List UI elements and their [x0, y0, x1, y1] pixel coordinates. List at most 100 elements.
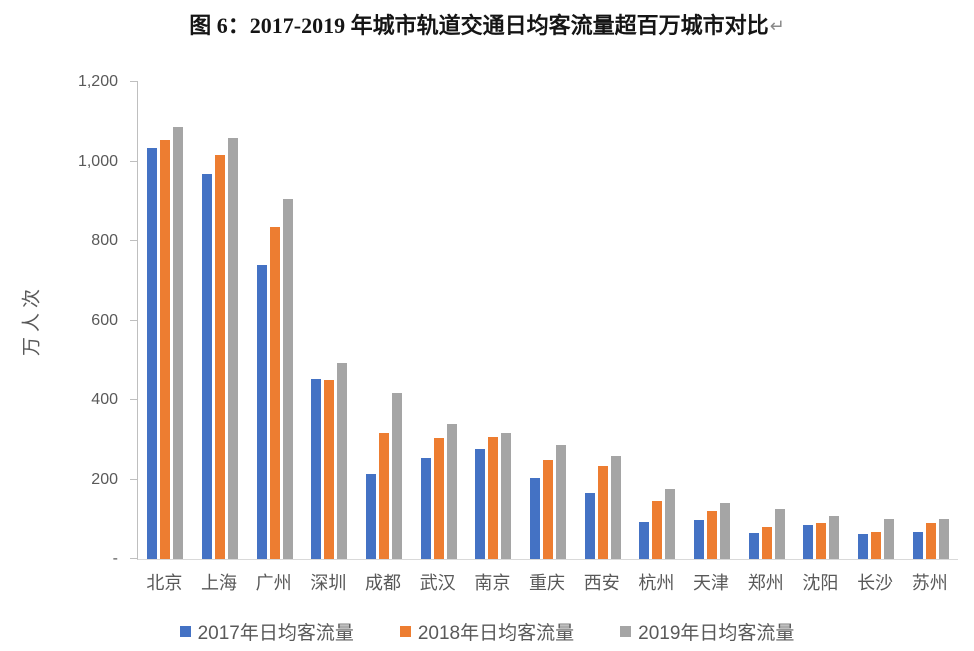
y-axis-title: 万人次 [21, 283, 43, 357]
x-axis-label-广州: 广州 [255, 573, 292, 593]
bar-group-武汉 [411, 82, 466, 559]
bar-杭州-2017年日均客流量 [639, 522, 650, 559]
legend-label: 2018年日均客流量 [417, 623, 575, 644]
bar-西安-2019年日均客流量 [610, 456, 621, 559]
bar-重庆-2019年日均客流量 [556, 445, 567, 559]
bar-苏州-2018年日均客流量 [925, 523, 936, 559]
bar-沈阳-2018年日均客流量 [816, 523, 827, 559]
bar-重庆-2018年日均客流量 [543, 459, 554, 559]
y-axis-tick [130, 319, 138, 321]
bar-group-上海 [193, 82, 248, 559]
bar-武汉-2019年日均客流量 [446, 423, 457, 559]
legend-swatch-icon [179, 626, 191, 637]
y-axis-tick-label: 600 [91, 311, 118, 329]
bar-成都-2019年日均客流量 [392, 392, 403, 559]
bar-郑州-2017年日均客流量 [748, 532, 759, 559]
bar-南京-2018年日均客流量 [488, 437, 499, 559]
bar-深圳-2019年日均客流量 [337, 363, 348, 559]
y-axis-tick-label: 1,000 [77, 152, 118, 170]
y-axis-tick [130, 399, 138, 401]
bar-group-重庆 [521, 82, 576, 559]
bar-南京-2019年日均客流量 [501, 433, 512, 559]
y-axis-tick-label: - [112, 550, 118, 567]
bar-深圳-2017年日均客流量 [311, 378, 322, 559]
bar-广州-2017年日均客流量 [256, 264, 267, 559]
bar-北京-2019年日均客流量 [173, 126, 184, 559]
y-axis-tick-label: 200 [91, 470, 118, 488]
legend-swatch-icon [620, 626, 632, 637]
legend-label: 2019年日均客流量 [638, 623, 795, 644]
bar-苏州-2017年日均客流量 [912, 532, 923, 559]
bar-group-杭州 [630, 82, 685, 559]
bar-长沙-2019年日均客流量 [884, 519, 895, 559]
bar-上海-2017年日均客流量 [202, 174, 212, 559]
bar-天津-2018年日均客流量 [707, 510, 718, 559]
bar-group-郑州 [739, 82, 794, 559]
bar-group-成都 [357, 82, 412, 559]
x-axis-label-郑州: 郑州 [747, 573, 784, 593]
x-axis-label-成都: 成都 [365, 573, 402, 593]
bar-沈阳-2019年日均客流量 [829, 515, 840, 559]
bar-北京-2018年日均客流量 [160, 140, 171, 559]
bar-西安-2018年日均客流量 [597, 465, 608, 559]
bar-深圳-2018年日均客流量 [324, 380, 335, 559]
bar-group-长沙 [849, 82, 904, 559]
x-axis-labels: 北京 上海 广州 深圳 成都 武汉 南京 重庆 西安 杭州 天津 郑州 沈阳 长沙 苏州 [137, 569, 957, 595]
y-axis-tick-label: 400 [91, 391, 118, 409]
x-axis-label-上海: 上海 [201, 573, 237, 593]
bar-西安-2017年日均客流量 [584, 493, 595, 559]
bar-郑州-2019年日均客流量 [774, 508, 785, 559]
bar-广州-2019年日均客流量 [282, 199, 293, 559]
bar-天津-2017年日均客流量 [694, 520, 705, 559]
bar-郑州-2018年日均客流量 [761, 527, 772, 559]
bar-group-天津 [685, 82, 740, 559]
x-axis-label-长沙: 长沙 [857, 573, 894, 593]
bar-重庆-2017年日均客流量 [530, 478, 541, 559]
bar-group-苏州 [903, 82, 958, 559]
paragraph-return-mark: ↵ [769, 16, 785, 37]
x-axis-label-沈阳: 沈阳 [802, 573, 839, 593]
x-axis-label-北京: 北京 [146, 573, 183, 593]
bar-武汉-2017年日均客流量 [420, 458, 431, 559]
bar-杭州-2019年日均客流量 [665, 488, 676, 559]
legend-entry-2019年日均客流量: 2019年日均客流量 [620, 618, 794, 645]
legend-label: 2017年日均客流量 [197, 623, 354, 644]
bar-沈阳-2017年日均客流量 [803, 524, 814, 559]
legend-swatch-icon [399, 626, 411, 637]
bar-group-北京 [138, 82, 193, 559]
x-axis-label-武汉: 武汉 [419, 573, 456, 593]
legend: 2017年日均客流量 2018年日均客流量 2019年日均客流量 [0, 618, 974, 645]
y-axis-tick [130, 81, 138, 82]
bar-group-深圳 [302, 82, 357, 559]
bar-南京-2017年日均客流量 [475, 448, 486, 559]
y-axis-tick-label: 1,200 [77, 73, 118, 90]
bar-成都-2018年日均客流量 [379, 433, 390, 559]
legend-entry-2017年日均客流量: 2017年日均客流量 [179, 618, 354, 645]
y-axis-tick [130, 478, 138, 480]
x-axis-label-重庆: 重庆 [529, 573, 566, 593]
x-axis-label-天津: 天津 [693, 573, 730, 593]
y-axis-tick [130, 558, 138, 559]
y-axis-tick [130, 160, 138, 162]
bar-广州-2018年日均客流量 [269, 227, 280, 559]
bar-group-南京 [466, 82, 521, 559]
bar-group-西安 [575, 82, 630, 559]
bar-长沙-2018年日均客流量 [871, 532, 882, 559]
chart-title-text: 图 6：2017-2019 年城市轨道交通日均客流量超百万城市对比 [189, 13, 769, 38]
bar-group-沈阳 [794, 82, 849, 559]
x-axis-label-苏州: 苏州 [911, 573, 948, 593]
x-axis-label-杭州: 杭州 [638, 573, 675, 593]
bar-上海-2018年日均客流量 [215, 155, 225, 559]
x-axis-label-西安: 西安 [583, 573, 620, 593]
bar-苏州-2019年日均客流量 [938, 519, 949, 559]
bar-武汉-2018年日均客流量 [433, 438, 444, 559]
y-axis-tick-label: 800 [91, 232, 118, 250]
y-axis-tick [130, 240, 138, 242]
plot-area: - 200 400 600 800 1,000 1,200 [78, 74, 958, 567]
x-axis-label-深圳: 深圳 [310, 573, 347, 593]
bar-成都-2017年日均客流量 [366, 474, 377, 559]
bar-天津-2019年日均客流量 [720, 502, 731, 559]
bar-group-广州 [247, 82, 302, 559]
chart-title: 图 6：2017-2019 年城市轨道交通日均客流量超百万城市对比↵ [0, 8, 974, 40]
